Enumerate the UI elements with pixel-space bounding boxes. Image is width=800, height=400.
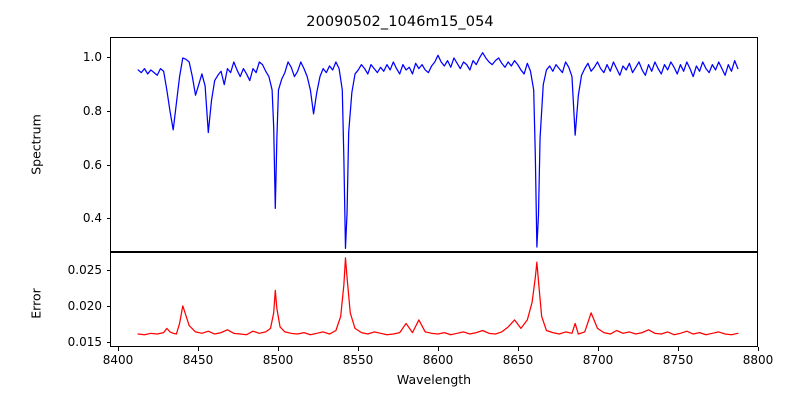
x-axis-tick-label: 8800 [742,353,774,367]
x-axis-tick [598,347,599,351]
x-axis-tick [278,347,279,351]
error-y-tick-label: 0.020 [67,298,102,313]
x-axis-tick-label: 8450 [182,353,214,367]
x-axis-tick [758,347,759,351]
error-axes [110,252,758,347]
x-axis-tick-label: 8700 [582,353,614,367]
error-line [138,258,738,335]
spectrum-y-tick-label: 0.8 [82,103,102,118]
spectrum-y-tick-label: 1.0 [82,50,102,65]
spectrum-line-plot [111,38,757,251]
x-axis-tick [198,347,199,351]
x-axis-tick [438,347,439,351]
x-axis-tick-label: 8400 [102,353,134,367]
figure-title: 20090502_1046m15_054 [306,14,494,30]
spectrum-y-tick-label: 0.4 [82,211,102,226]
x-axis-tick-label: 8600 [422,353,454,367]
spectrum-axes [110,37,758,252]
x-axis-label: Wavelength [396,372,472,387]
x-axis-tick-label: 8550 [342,353,374,367]
error-y-tick-label: 0.025 [67,262,102,277]
x-axis-tick-label: 8750 [662,353,694,367]
x-axis-tick [518,347,519,351]
error-line-plot [111,253,757,346]
x-axis-tick-label: 8650 [502,353,534,367]
x-axis-tick [118,347,119,351]
spectrum-y-tick-label: 0.6 [82,157,102,172]
spectrum-line [138,53,738,249]
x-axis-tick [678,347,679,351]
error-y-axis-label: Error [28,288,44,319]
spectrum-y-axis-label: Spectrum [28,114,44,175]
x-axis-ticks: 8400 8450 8500 8550 8600 8650 8700 8750 8800 [103,347,773,369]
x-axis-tick [358,347,359,351]
error-y-tick-label: 0.015 [67,334,102,349]
x-axis-tick-label: 8500 [262,353,294,367]
